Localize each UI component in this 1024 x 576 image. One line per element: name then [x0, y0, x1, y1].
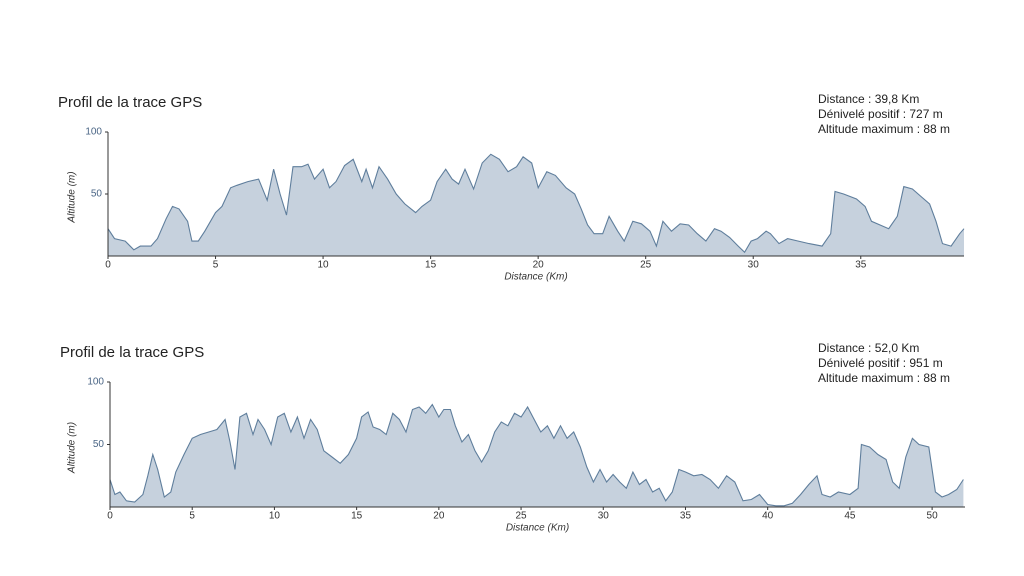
x-tick-label: 15 [425, 260, 437, 271]
x-tick-label: 0 [105, 260, 111, 271]
area [110, 404, 964, 507]
x-tick-label: 10 [318, 260, 330, 271]
x-tick-label: 0 [107, 511, 113, 522]
x-tick-label: 5 [189, 511, 195, 522]
x-tick-label: 20 [433, 511, 445, 522]
chart-title: Profil de la trace GPS [58, 94, 202, 111]
profile-line [109, 403, 964, 507]
x-tick-label: 15 [351, 511, 363, 522]
y-tick-label: 50 [93, 439, 105, 450]
x-tick-label: 30 [598, 511, 610, 522]
stat: Dénivelé positif : 727 m [818, 107, 943, 121]
area [108, 154, 964, 256]
x-axis-label: Distance (Km) [506, 523, 569, 534]
y-axis-label: Altitude (m) [67, 422, 78, 474]
x-tick-label: 35 [680, 511, 692, 522]
stat: Altitude maximum : 88 m [818, 122, 950, 136]
y-tick-label: 100 [85, 127, 102, 138]
x-tick-label: 40 [762, 511, 774, 522]
stat: Distance : 52,0 Km [818, 341, 919, 355]
x-tick-label: 25 [515, 511, 527, 522]
stat: Dénivelé positif : 951 m [818, 356, 943, 370]
chart-title: Profil de la trace GPS [60, 344, 204, 361]
y-tick-label: 100 [87, 377, 104, 388]
profile-line [107, 153, 965, 254]
x-tick-label: 10 [269, 511, 281, 522]
stat: Distance : 39,8 Km [818, 92, 919, 106]
x-tick-label: 20 [533, 260, 545, 271]
x-tick-label: 25 [640, 260, 652, 271]
x-tick-label: 50 [927, 511, 939, 522]
x-tick-label: 35 [855, 260, 867, 271]
x-tick-label: 45 [844, 511, 856, 522]
stat: Altitude maximum : 88 m [818, 371, 950, 385]
x-axis-label: Distance (Km) [504, 272, 567, 283]
x-tick-label: 5 [213, 260, 219, 271]
y-tick-label: 50 [91, 189, 103, 200]
x-tick-label: 30 [748, 260, 760, 271]
y-axis-label: Altitude (m) [67, 171, 78, 223]
